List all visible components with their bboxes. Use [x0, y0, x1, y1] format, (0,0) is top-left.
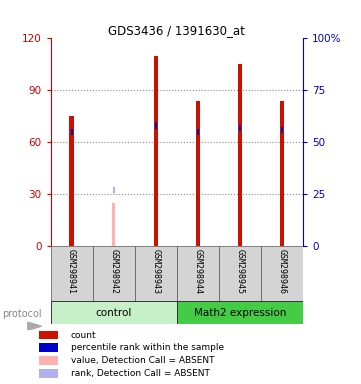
- Bar: [239, 124, 241, 131]
- Text: control: control: [96, 308, 132, 318]
- Bar: [39, 331, 58, 339]
- Title: GDS3436 / 1391630_at: GDS3436 / 1391630_at: [108, 24, 245, 37]
- Bar: [196, 101, 200, 246]
- Bar: [154, 56, 158, 246]
- Bar: [135, 246, 177, 301]
- Bar: [51, 301, 177, 324]
- Bar: [51, 246, 93, 301]
- Text: value, Detection Call = ABSENT: value, Detection Call = ABSENT: [71, 356, 214, 365]
- Polygon shape: [28, 322, 42, 330]
- Text: protocol: protocol: [3, 309, 42, 319]
- Text: GSM298943: GSM298943: [151, 248, 160, 293]
- Bar: [112, 203, 115, 246]
- Bar: [177, 246, 219, 301]
- Bar: [281, 127, 283, 132]
- Bar: [280, 101, 284, 246]
- Bar: [70, 129, 73, 135]
- Text: GSM298945: GSM298945: [236, 248, 244, 293]
- Text: GSM298942: GSM298942: [109, 248, 118, 293]
- Text: GSM298944: GSM298944: [193, 248, 203, 293]
- Bar: [155, 122, 157, 129]
- Bar: [238, 64, 242, 246]
- Text: GSM298941: GSM298941: [67, 248, 76, 293]
- Bar: [197, 129, 199, 135]
- Text: GSM298946: GSM298946: [278, 248, 287, 293]
- Text: percentile rank within the sample: percentile rank within the sample: [71, 343, 224, 352]
- Bar: [261, 246, 303, 301]
- Bar: [69, 116, 74, 246]
- Bar: [177, 301, 303, 324]
- Bar: [39, 369, 58, 378]
- Text: Math2 expression: Math2 expression: [194, 308, 286, 318]
- Text: rank, Detection Call = ABSENT: rank, Detection Call = ABSENT: [71, 369, 209, 378]
- Bar: [39, 343, 58, 352]
- Bar: [93, 246, 135, 301]
- Text: count: count: [71, 331, 96, 339]
- Bar: [39, 356, 58, 365]
- Bar: [113, 187, 115, 193]
- Bar: [219, 246, 261, 301]
